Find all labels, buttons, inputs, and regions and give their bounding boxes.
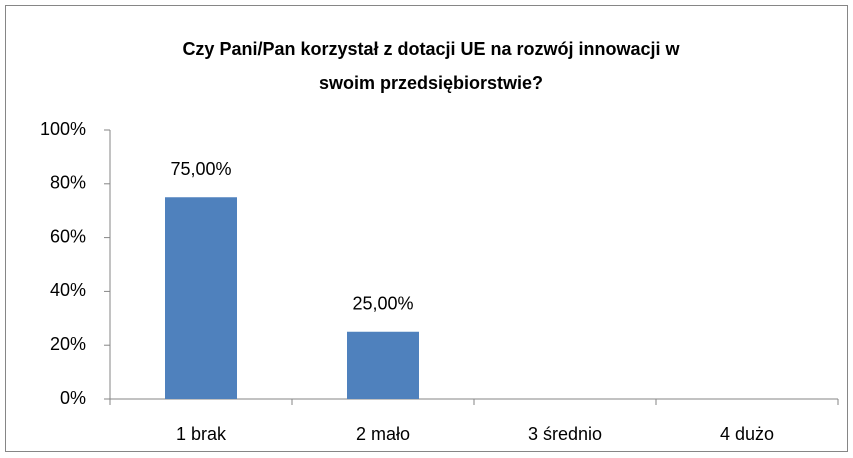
y-tick-label: 100% xyxy=(40,119,86,139)
chart-border xyxy=(5,5,848,452)
x-tick-label: 1 brak xyxy=(176,424,227,444)
y-tick-label: 20% xyxy=(50,334,86,354)
bar xyxy=(165,197,237,399)
chart-title: swoim przedsiębiorstwie? xyxy=(319,73,543,93)
bar xyxy=(347,331,419,399)
y-tick-label: 80% xyxy=(50,173,86,193)
y-tick-label: 40% xyxy=(50,280,86,300)
y-tick-label: 0% xyxy=(60,388,86,408)
x-tick-label: 4 dużo xyxy=(720,424,774,444)
y-tick-label: 60% xyxy=(50,226,86,246)
x-tick-label: 2 mało xyxy=(356,424,410,444)
data-label: 25,00% xyxy=(352,294,413,314)
data-label: 75,00% xyxy=(170,159,231,179)
chart-title: Czy Pani/Pan korzystał z dotacji UE na r… xyxy=(182,39,680,59)
x-tick-label: 3 średnio xyxy=(528,424,602,444)
